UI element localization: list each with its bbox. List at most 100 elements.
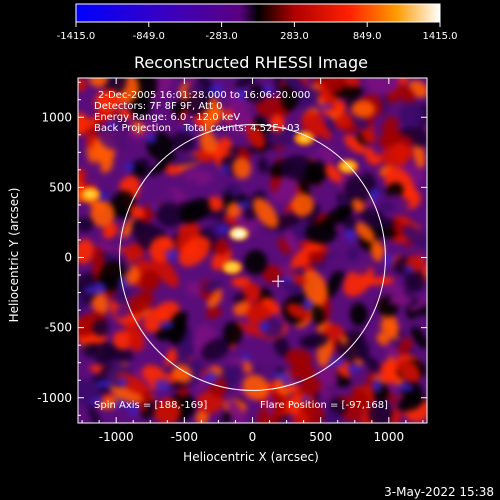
heatmap-blob: [244, 249, 268, 276]
info-line-time: 2-Dec-2005 16:01:28.000 to 16:06:20.000: [98, 90, 310, 101]
heatmap-low-blob: [208, 83, 224, 98]
heatmap-blob: [343, 134, 367, 154]
bright-spot: [231, 228, 247, 239]
heatmap-low-blob: [158, 321, 174, 329]
heatmap-blob: [185, 83, 205, 94]
chart-title: Reconstructed RHESSI Image: [134, 53, 368, 72]
heatmap-blob: [402, 225, 427, 250]
heatmap-blob: [362, 276, 395, 286]
colorbar-gradient: [75, 3, 441, 23]
heatmap-blob: [111, 386, 144, 404]
heatmap-blob: [205, 307, 223, 319]
heatmap-blob: [177, 396, 193, 415]
y-axis: -1000 -500 0 500 1000: [37, 81, 427, 416]
y-tick-label: 1000: [41, 110, 72, 124]
heatmap-blob: [208, 196, 224, 212]
heatmap-blob: [355, 222, 375, 242]
heatmap-blob: [413, 142, 426, 169]
heatmap-blob: [302, 270, 328, 306]
heatmap-blob: [396, 358, 421, 383]
heatmap-blob: [97, 120, 130, 151]
heatmap-blob: [139, 270, 161, 292]
heatmap-blob: [292, 412, 310, 423]
heatmap-blob: [257, 156, 269, 174]
heatmap-blob: [362, 217, 396, 229]
heatmap-blob: [388, 294, 413, 306]
heatmap-blob: [132, 121, 145, 134]
heatmap-blob: [372, 113, 384, 141]
heatmap-low-blob: [301, 298, 314, 311]
colorbar-tick-label: 1415.0: [423, 31, 458, 42]
footer-date: 3-May-2022 15:38: [384, 485, 494, 499]
x-axis-label: Heliocentric X (arcsec): [183, 450, 319, 464]
heatmap-blob: [349, 302, 368, 327]
heatmap-blob: [200, 337, 231, 361]
heatmap-low-blob: [321, 103, 333, 110]
heatmap-low-blob: [236, 200, 251, 209]
heatmap-blob: [89, 78, 108, 88]
heatmap-blob: [301, 111, 326, 137]
heatmap-blob: [328, 386, 354, 398]
heatmap-blob: [320, 411, 343, 423]
heatmap-blob: [207, 288, 224, 309]
heatmap-blob: [351, 198, 365, 213]
heatmap-blob: [307, 184, 321, 198]
heatmap-blob: [361, 324, 383, 338]
heatmap-blob: [387, 194, 410, 208]
heatmap-blob: [232, 292, 247, 303]
heatmap-blob: [246, 123, 266, 150]
flare-position-label: Flare Position = [-97,168]: [260, 400, 388, 411]
heatmap-blob: [296, 78, 309, 110]
heatmap-blob: [322, 78, 346, 93]
heatmap-low-blob: [369, 188, 380, 201]
x-tick-label: 1000: [374, 430, 405, 444]
heatmap-low-blob: [384, 253, 394, 267]
heatmap-blob: [121, 217, 136, 239]
heatmap-blob: [172, 364, 193, 384]
y-tick-label: -1000: [37, 391, 72, 405]
x-tick-label: 500: [309, 430, 332, 444]
heatmap-low-blob: [149, 202, 160, 212]
bright-spot: [84, 190, 97, 199]
heatmap-low-blob: [118, 276, 129, 290]
heatmap-blob: [185, 281, 203, 297]
heatmap-blob: [411, 326, 427, 350]
heatmap-blob: [112, 330, 133, 350]
heatmap-blob: [286, 303, 311, 320]
solar-limb-circle: [119, 124, 386, 391]
heatmap-blob: [320, 82, 336, 110]
heatmap-blob: [240, 323, 272, 339]
heatmap-blob: [410, 127, 427, 148]
heatmap-blob: [223, 321, 243, 345]
heatmap-low-blob: [118, 376, 128, 388]
colorbar-tick-label: -283.0: [205, 31, 237, 42]
heatmap-blob: [370, 239, 384, 262]
heatmap-low-blob: [328, 358, 346, 368]
heatmap-low-blob: [345, 228, 357, 242]
heatmap-blob: [128, 332, 145, 352]
colorbar-tick-label: 849.0: [353, 31, 382, 42]
heatmap-blob: [404, 268, 425, 293]
heatmap-low-blob: [236, 87, 248, 101]
heatmap-blob: [257, 406, 280, 423]
heatmap-blob: [156, 112, 176, 136]
heatmap-blob: [151, 187, 176, 207]
heatmap-blob: [311, 304, 325, 325]
heatmap-blob: [156, 202, 185, 228]
heatmap-blob: [152, 256, 179, 288]
heatmap-blob: [97, 260, 126, 292]
heatmap-low-blob: [92, 282, 107, 295]
heatmap-blob: [351, 100, 376, 118]
heatmap-blob: [233, 301, 251, 316]
heatmap-blob: [90, 200, 115, 228]
heatmap-blob: [178, 236, 211, 267]
heatmap-blob: [384, 281, 404, 295]
heatmap-blob: [213, 238, 230, 256]
heatmap-low-blob: [84, 286, 96, 295]
heatmap-low-blob: [113, 399, 127, 408]
heatmap-low-blob: [203, 371, 219, 385]
heatmap-blob: [334, 113, 356, 130]
heatmap-blob: [316, 364, 339, 387]
heatmap-blob: [92, 319, 109, 337]
